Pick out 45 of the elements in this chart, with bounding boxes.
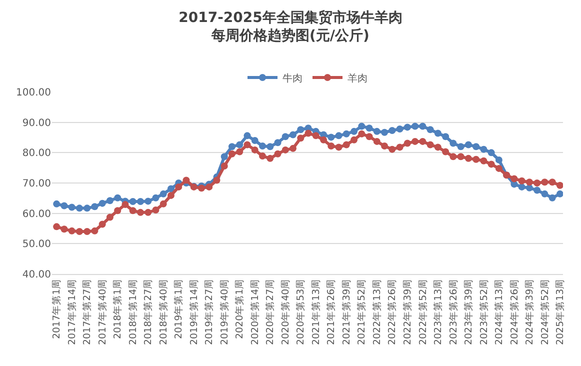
x-tick-label: 2019年第27周	[203, 278, 216, 346]
y-tick-label: 100.00	[16, 88, 51, 98]
x-tick-label: 2022年第52周	[416, 278, 429, 346]
x-tick-label: 2020年第27周	[264, 278, 276, 346]
x-tick-label: 2022年第39周	[401, 278, 414, 346]
y-tick-label: 90.00	[22, 118, 51, 129]
x-tick-label: 2019年第40周	[218, 278, 230, 346]
x-tick-label: 2019年第1周	[172, 278, 185, 340]
x-tick-label: 2024年第13周	[493, 278, 506, 346]
x-tick-label: 2021年第26周	[325, 278, 338, 346]
x-tick-label: 2024年第52周	[538, 278, 551, 346]
y-tick-label: 50.00	[22, 239, 51, 250]
y-tick-label: 70.00	[22, 178, 51, 190]
x-tick-label: 2024年第39周	[524, 278, 536, 346]
x-tick-label: 2023年第52周	[478, 278, 490, 346]
x-tick-label: 2017年第1周	[50, 278, 63, 340]
x-tick-label: 2020年第1周	[234, 278, 246, 340]
x-tick-label: 2023年第13周	[432, 278, 444, 346]
x-tick-label: 2022年第13周	[370, 278, 383, 346]
chart-title: 2017-2025年全国集贸市场牛羊肉	[178, 8, 402, 26]
x-tick-label: 2018年第1周	[112, 278, 124, 340]
x-tick-label: 2025年第13周	[554, 278, 566, 346]
x-tick-label: 2021年第39周	[340, 278, 352, 346]
x-tick-label: 2018年第14周	[126, 278, 139, 346]
x-tick-label: 2017年第27周	[81, 278, 94, 346]
legend-label: 羊肉	[348, 72, 368, 84]
x-tick-label: 2024年第26周	[508, 278, 520, 346]
x-tick-label: 2022年第26周	[386, 278, 398, 346]
y-tick-label: 60.00	[22, 208, 51, 220]
x-tick-label: 2017年第14周	[66, 278, 78, 346]
x-tick-label: 2023年第26周	[447, 278, 460, 346]
x-tick-label: 2018年第27周	[142, 278, 154, 346]
chart-subtitle: 每周价格趋势图(元/公斤)	[210, 27, 370, 44]
x-tick-label: 2020年第14周	[248, 278, 261, 346]
x-tick-label: 2019年第14周	[188, 278, 200, 346]
x-tick-label: 2017年第40周	[96, 278, 108, 346]
x-tick-label: 2021年第13周	[310, 278, 322, 346]
y-tick-label: 40.00	[22, 270, 51, 280]
legend-label: 牛肉	[282, 72, 302, 84]
x-tick-label: 2020年第53周	[294, 278, 307, 346]
x-tick-label: 2018年第40周	[157, 278, 170, 346]
x-tick-label: 2020年第40周	[279, 278, 292, 346]
x-tick-label: 2023年第39周	[462, 278, 475, 346]
x-tick-label: 2021年第52周	[356, 278, 368, 346]
y-tick-label: 80.00	[22, 148, 51, 160]
